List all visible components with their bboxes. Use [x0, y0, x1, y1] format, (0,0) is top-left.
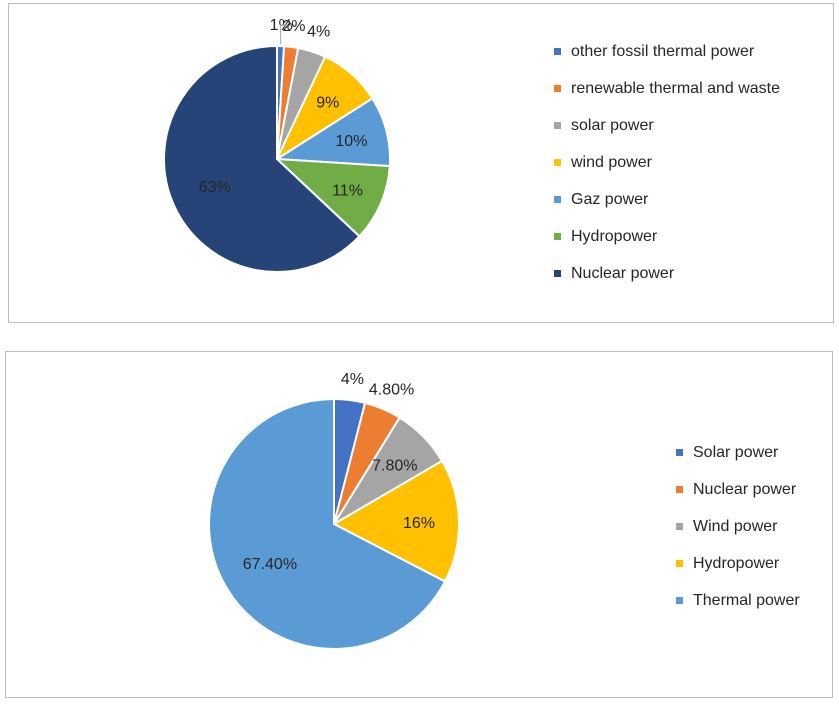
legend-item-solar-power: Solar power	[676, 434, 800, 471]
legend-swatch	[554, 270, 561, 277]
legend-swatch	[676, 597, 683, 604]
leader-line-other-fossil-thermal-power	[280, 24, 296, 45]
legend-swatch	[554, 85, 561, 92]
legend-1: other fossil thermal power renewable ther…	[554, 33, 780, 292]
legend-swatch	[676, 560, 683, 567]
legend-label: Hydropower	[693, 554, 780, 572]
data-label-gaz-power: 10%	[335, 133, 367, 150]
legend-item-wind-power: wind power	[554, 144, 780, 181]
legend-label: solar power	[571, 116, 654, 134]
data-label-renewable-thermal-and-waste: 2%	[282, 18, 305, 35]
legend-item-wind-power: Wind power	[676, 508, 800, 545]
data-label-nuclear-power: 63%	[199, 179, 231, 196]
legend-label: wind power	[571, 153, 652, 171]
chart-panel-1: 1% 2% 4% 9% 10% 11% 63% other fossil thermal p…	[8, 3, 834, 323]
data-label-nuclear-power: 4.80%	[369, 382, 414, 399]
legend-label: Hydropower	[571, 227, 658, 245]
pie-slice-thermal-power	[208, 397, 447, 650]
legend-item-other-fossil-thermal-power: other fossil thermal power	[554, 33, 780, 70]
pie-chart-2: 4% 4.80% 7.80% 16% 67.40%	[208, 371, 460, 650]
legend-swatch	[676, 486, 683, 493]
legend-label: Solar power	[693, 443, 779, 461]
pie-slice-gaz-power	[273, 97, 391, 168]
data-label-thermal-power: 67.40%	[243, 556, 297, 573]
legend-label: Gaz power	[571, 190, 649, 208]
pie-slice-hydropower	[331, 459, 460, 583]
legend-item-nuclear-power: Nuclear power	[554, 255, 780, 292]
legend-item-gaz-power: Gaz power	[554, 181, 780, 218]
chart-panel-2: 4% 4.80% 7.80% 16% 67.40% Solar power Nuclear…	[5, 351, 833, 698]
legend-swatch	[676, 523, 683, 530]
data-label-solar-power: 4%	[341, 371, 364, 388]
legend-item-renewable-thermal-and-waste: renewable thermal and waste	[554, 70, 780, 107]
legend-swatch	[554, 122, 561, 129]
legend-label: renewable thermal and waste	[571, 79, 781, 97]
pie-chart-1: 1%2% 4%9%10%11%63%	[163, 17, 391, 273]
legend-item-nuclear-power: Nuclear power	[676, 471, 800, 508]
legend-swatch	[554, 48, 561, 55]
legend-swatch	[676, 449, 683, 456]
data-label-hydropower: 11%	[332, 183, 363, 200]
legend-swatch	[554, 159, 561, 166]
legend-label: Nuclear power	[571, 264, 675, 282]
legend-2: Solar power Nuclear power Wind power Hydrop…	[676, 434, 800, 619]
legend-item-hydropower: Hydropower	[676, 545, 800, 582]
pie-slice-nuclear-power	[163, 44, 361, 273]
data-label-wind-power: 7.80%	[372, 458, 417, 475]
legend-label: Wind power	[693, 517, 778, 535]
legend-label: other fossil thermal power	[571, 42, 755, 60]
legend-swatch	[554, 196, 561, 203]
legend-swatch	[554, 233, 561, 240]
legend-label: Nuclear power	[693, 480, 797, 498]
legend-item-hydropower: Hydropower	[554, 218, 780, 255]
pie-slice-hydropower	[274, 157, 391, 238]
data-label-solar-power: 4%	[307, 24, 330, 41]
data-label-wind-power: 9%	[316, 94, 339, 111]
legend-label: Thermal power	[693, 591, 800, 609]
legend-item-thermal-power: Thermal power	[676, 582, 800, 619]
legend-item-solar-power: solar power	[554, 107, 780, 144]
data-label-hydropower: 16%	[403, 515, 435, 532]
